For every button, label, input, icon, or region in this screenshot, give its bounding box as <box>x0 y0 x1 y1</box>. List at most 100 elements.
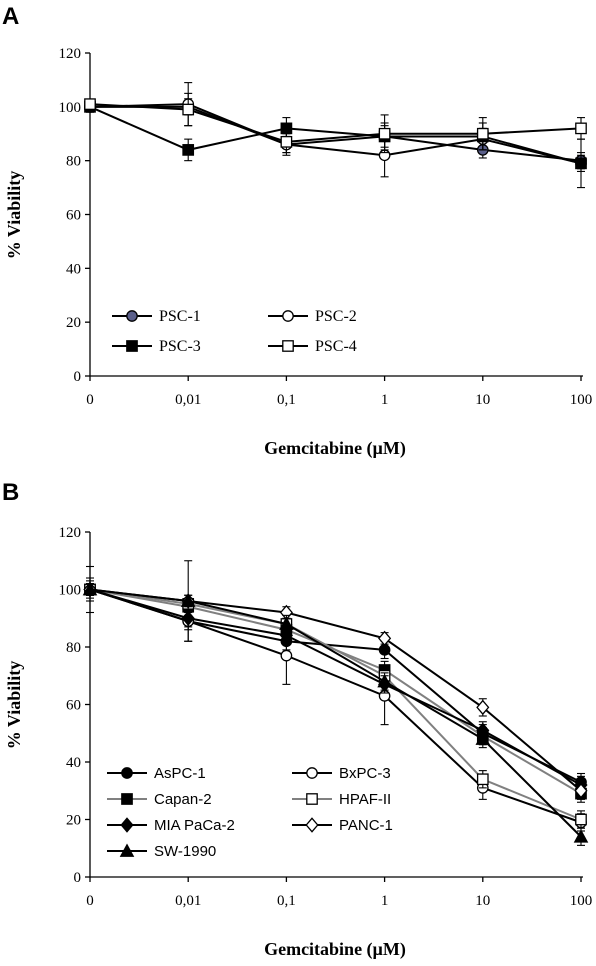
panel-a-series-line-psc-2 <box>89 103 582 165</box>
panel-a-data-point-psc-4 <box>476 127 489 140</box>
panel-b-data-point-panc-1 <box>476 699 490 716</box>
panel-b-legend-label-bxpc-3: BxPC-3 <box>339 765 391 782</box>
panel-b-data-point-sw-1990 <box>279 616 294 630</box>
panel-b-legend-label-mia-paca-2: MIA PaCa-2 <box>154 817 235 834</box>
panel-a-y-tick-label: 20 <box>66 315 81 331</box>
panel-a-y-tick-label: 80 <box>66 154 81 170</box>
panel-a-series-line-psc-4 <box>89 103 582 143</box>
panel-a-data-point-psc-3 <box>575 157 587 170</box>
panel-b-label: B <box>2 479 19 506</box>
panel-b-series-line-mia-paca-2 <box>89 588 582 786</box>
panel-b-legend-item-capan-2: Capan-2 <box>107 791 212 808</box>
panel-b-legend-swatch-marker <box>306 793 318 805</box>
panel-b-data-point-aspc-1 <box>378 644 391 656</box>
panel-a-label: A <box>2 3 19 30</box>
panel-a-legend-item-psc-3: PSC-3 <box>112 338 201 355</box>
panel-b-legend-item-sw-1990: SW-1990 <box>107 843 216 860</box>
panel-b-data-point-sw-1990 <box>573 829 589 843</box>
panel-b-y-tick-label: 100 <box>59 583 82 599</box>
panel-b-series-line-hpaf-ii <box>89 588 582 821</box>
panel-a-chart: A % Viability Gemcitabine (µM) 0 20 40 60 80… <box>2 3 592 459</box>
panel-b-x-tick-label: 10 <box>475 893 490 909</box>
panel-a-legend-label-psc-1: PSC-1 <box>159 308 201 325</box>
panel-a-series-psc-4 <box>84 92 587 154</box>
panel-a-y-tick-label: 0 <box>74 369 82 385</box>
panel-a-legend-swatch-marker <box>282 310 294 322</box>
panel-a-data-point-psc-4 <box>280 135 293 148</box>
panel-b-legend-swatch-marker <box>306 767 318 779</box>
panel-b-x-tick-label: 0 <box>86 893 94 909</box>
panel-b-legend: AsPC-1 BxPC-3 Capan-2 HPAF-II MIA PaCa-2 PANC… <box>107 765 393 860</box>
panel-a-data-point-psc-3 <box>182 144 195 156</box>
panel-b-series-sw-1990 <box>82 560 589 846</box>
panel-a-legend: PSC-1 PSC-2 PSC-3 PSC-4 <box>112 308 357 355</box>
panel-b-legend-item-hpaf-ii: HPAF-II <box>292 791 391 808</box>
panel-b-y-tick-label: 120 <box>59 525 82 541</box>
panel-a-data-point-psc-4 <box>575 122 587 135</box>
panel-a-series-line-psc-1 <box>90 105 582 162</box>
panel-a-y-tick-label: 120 <box>59 46 82 62</box>
panel-a-series-psc-1 <box>84 98 587 170</box>
panel-a-series-layer <box>84 82 587 189</box>
panel-b-legend-swatch-marker <box>121 767 133 779</box>
panel-a-x-tick-label: 0,01 <box>175 392 201 408</box>
panel-b-series-line-aspc-1 <box>89 588 582 784</box>
panel-b-legend-swatch-marker <box>305 817 319 833</box>
panel-b-series-aspc-1 <box>84 583 587 792</box>
panel-a-legend-swatch-marker <box>126 340 138 352</box>
panel-a-x-tick-label: 0 <box>86 392 94 408</box>
panel-b-data-point-bxpc-3 <box>280 649 293 662</box>
panel-b-x-axis-title: Gemcitabine (µM) <box>264 939 406 960</box>
panel-b-legend-item-mia-paca-2: MIA PaCa-2 <box>107 817 235 834</box>
panel-b-series-mia-paca-2 <box>83 577 588 795</box>
panel-a-x-axis-title: Gemcitabine (µM) <box>264 438 406 459</box>
panel-b-data-point-panc-1 <box>378 630 392 647</box>
panel-a-data-point-psc-4 <box>182 103 195 116</box>
panel-b-data-point-sw-1990 <box>475 731 491 745</box>
panel-b-data-point-hpaf-ii <box>476 773 489 786</box>
panel-a-y-tick-label: 60 <box>66 208 81 224</box>
panel-b-x-tick-label: 0,01 <box>175 893 201 909</box>
panel-a-x-tick-label: 1 <box>381 392 389 408</box>
panel-a-series-psc-2 <box>84 82 587 178</box>
panel-a-legend-swatch-marker <box>126 310 138 322</box>
panel-b-legend-label-panc-1: PANC-1 <box>339 817 393 834</box>
panel-b-legend-label-capan-2: Capan-2 <box>154 791 212 808</box>
panel-b-legend-label-hpaf-ii: HPAF-II <box>339 791 391 808</box>
panel-a-axes: 0 20 40 60 80 100 120 0 0,01 0,1 1 10 100 <box>59 46 593 408</box>
panel-b-y-tick-label: 0 <box>74 870 82 886</box>
panel-b-data-point-sw-1990 <box>180 593 196 607</box>
panel-b-series-line-panc-1 <box>89 588 582 792</box>
panel-b-x-tick-label: 0,1 <box>277 893 296 909</box>
panel-b-y-axis-title: % Viability <box>4 661 24 750</box>
panel-a-legend-item-psc-4: PSC-4 <box>268 338 357 355</box>
panel-a-legend-swatch-marker <box>282 340 294 352</box>
panel-b-series-line-bxpc-3 <box>89 588 582 824</box>
panel-b-series-line-sw-1990 <box>89 588 582 838</box>
panel-a-x-tick-label: 10 <box>475 392 490 408</box>
panel-b-legend-swatch-marker <box>121 793 133 805</box>
panel-b-legend-item-aspc-1: AsPC-1 <box>107 765 206 782</box>
panel-a-y-tick-label: 40 <box>66 261 81 277</box>
panel-a-series-psc-3 <box>84 100 587 189</box>
panel-b-legend-label-aspc-1: AsPC-1 <box>154 765 206 782</box>
panel-b-data-point-sw-1990 <box>377 673 392 688</box>
panel-a-data-point-psc-4 <box>84 98 96 110</box>
panel-b-data-point-hpaf-ii <box>575 813 587 826</box>
panel-b-y-tick-label: 40 <box>66 755 81 771</box>
panel-b-y-tick-label: 60 <box>66 698 81 714</box>
panel-b-y-tick-label: 20 <box>66 813 81 829</box>
panel-b-axes: 0 20 40 60 80 100 120 0 0,01 0,1 1 10 100 <box>59 525 593 909</box>
panel-b-x-tick-label: 1 <box>381 893 389 909</box>
panel-a-legend-label-psc-4: PSC-4 <box>315 338 357 355</box>
panel-b-legend-label-sw-1990: SW-1990 <box>154 843 216 860</box>
panel-a-legend-label-psc-2: PSC-2 <box>315 308 357 325</box>
panel-a-x-tick-label: 100 <box>570 392 593 408</box>
panel-b-legend-item-panc-1: PANC-1 <box>292 817 393 834</box>
panel-b-x-tick-label: 100 <box>570 893 593 909</box>
panel-a-y-tick-label: 100 <box>59 100 82 116</box>
panel-b-chart: B % Viability Gemcitabine (µM) 0 20 40 60 80… <box>2 479 592 960</box>
panel-a-legend-item-psc-2: PSC-2 <box>268 308 357 325</box>
panel-a-legend-label-psc-3: PSC-3 <box>159 338 201 355</box>
